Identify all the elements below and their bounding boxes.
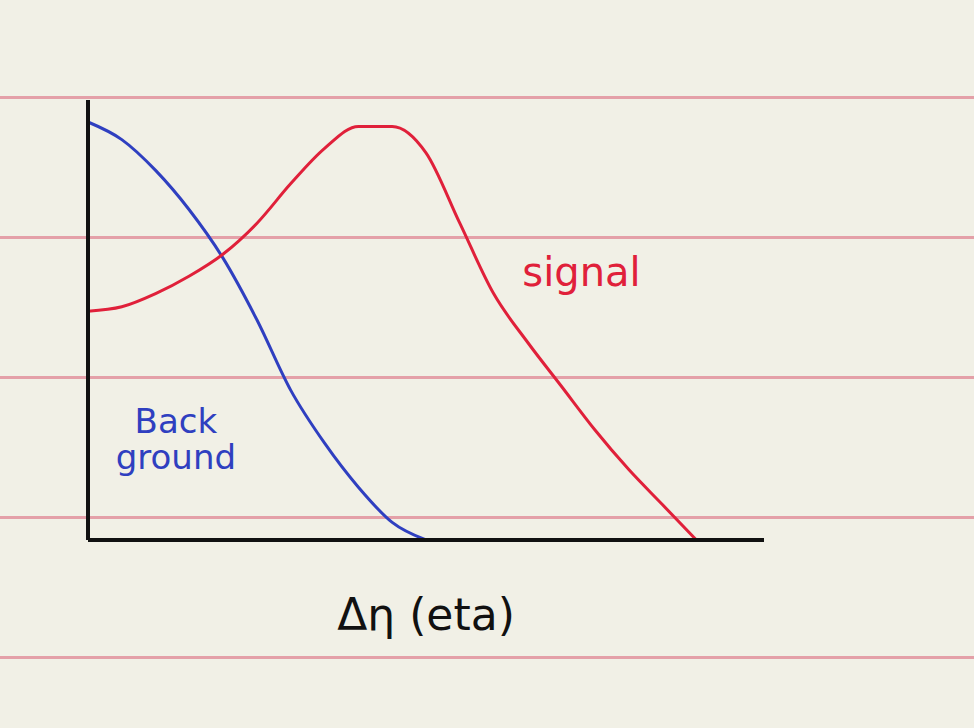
svg-text:Δη (eta): Δη (eta) (337, 589, 515, 640)
svg-text:Background: Background (116, 401, 236, 477)
svg-text:signal: signal (522, 249, 640, 295)
